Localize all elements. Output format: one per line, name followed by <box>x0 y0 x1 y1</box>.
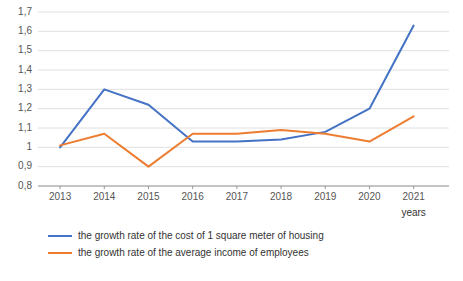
grid-line <box>38 31 449 32</box>
y-tick-label: 0,9 <box>18 160 32 171</box>
plot-area <box>60 26 414 167</box>
y-tick-label: 1,1 <box>18 122 32 133</box>
y-tick-label: 1,4 <box>18 64 32 75</box>
x-tick <box>369 186 370 189</box>
x-axis-label: years <box>401 207 425 218</box>
x-tick-label: 2015 <box>137 191 160 202</box>
series-line <box>60 116 414 166</box>
x-tick <box>325 186 326 189</box>
legend-swatch <box>48 252 72 254</box>
legend-label: the growth rate of the average income of… <box>78 247 309 258</box>
grid-line <box>38 70 449 71</box>
x-tick <box>236 186 237 189</box>
x-tick <box>281 186 282 189</box>
y-tick-label: 1,2 <box>18 102 32 113</box>
x-tick <box>104 186 105 189</box>
legend: the growth rate of the cost of 1 square … <box>48 230 324 258</box>
grid <box>38 12 449 186</box>
x-tick-label: 2014 <box>93 191 116 202</box>
grid-line <box>38 50 449 51</box>
x-tick-label: 2020 <box>358 191 381 202</box>
grid-line <box>38 147 449 148</box>
x-tick-label: 2021 <box>403 191 426 202</box>
grid-line <box>38 108 449 109</box>
grid-line <box>38 186 449 187</box>
y-tick-label: 1,6 <box>18 25 32 36</box>
x-tick <box>148 186 149 189</box>
x-axis-line <box>38 186 449 187</box>
x-tick-label: 2016 <box>182 191 205 202</box>
y-tick-label: 1,3 <box>18 83 32 94</box>
chart: 0,8 0,9 1 1,1 1,2 1,3 1,4 1,5 1,6 1,7 2013 2014 2015… <box>0 0 463 281</box>
y-tick-label: 0,8 <box>18 180 32 191</box>
series-line <box>60 26 414 148</box>
x-tick-label: 2013 <box>49 191 72 202</box>
x-tick <box>192 186 193 189</box>
x-tick-label: 2019 <box>314 191 337 202</box>
legend-swatch <box>48 235 72 237</box>
grid-line <box>38 89 449 90</box>
x-tick-label: 2017 <box>226 191 249 202</box>
grid-line <box>38 166 449 167</box>
y-tick-label: 1,5 <box>18 44 32 55</box>
x-tick <box>60 186 61 189</box>
y-tick-label: 1,7 <box>18 6 32 17</box>
x-tick-label: 2018 <box>270 191 293 202</box>
grid-line <box>38 12 449 13</box>
x-tick <box>413 186 414 189</box>
grid-line <box>38 128 449 129</box>
legend-label: the growth rate of the cost of 1 square … <box>78 230 324 241</box>
y-tick-label: 1 <box>26 141 32 152</box>
